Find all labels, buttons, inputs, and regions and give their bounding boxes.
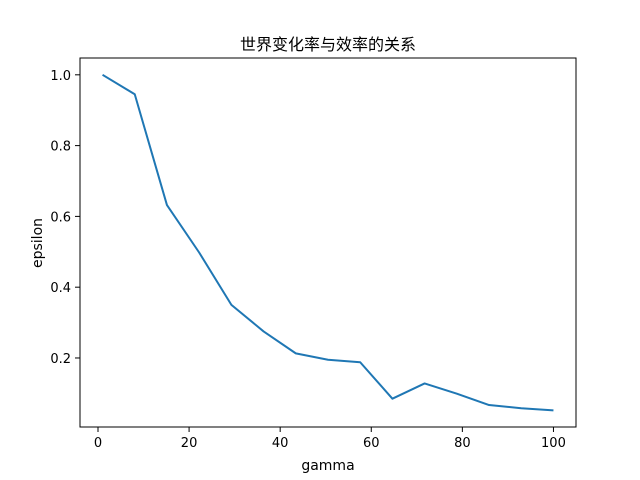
y-tick-label: 0.6 — [50, 210, 71, 225]
series-line — [102, 73, 554, 412]
y-axis-ticks: 0.2 0.4 0.6 0.8 1.0 — [50, 69, 80, 367]
x-tick-label: 20 — [181, 436, 198, 451]
y-tick-label: 0.4 — [50, 281, 71, 296]
x-tick-label: 100 — [541, 436, 566, 451]
y-axis-label: epsilon — [30, 218, 46, 268]
y-tick-label: 0.8 — [50, 140, 71, 155]
x-tick-label: 0 — [94, 436, 102, 451]
chart-title: 世界变化率与效率的关系 — [240, 35, 416, 54]
x-tick-label: 60 — [363, 436, 380, 451]
x-axis-ticks: 0 20 40 60 80 100 — [94, 427, 566, 451]
x-axis-label: gamma — [301, 458, 354, 474]
plot-area-frame — [79, 57, 577, 428]
x-tick-label: 80 — [454, 436, 471, 451]
x-tick-label: 40 — [272, 436, 289, 451]
y-tick-label: 0.2 — [50, 352, 71, 367]
y-tick-label: 1.0 — [50, 69, 71, 84]
